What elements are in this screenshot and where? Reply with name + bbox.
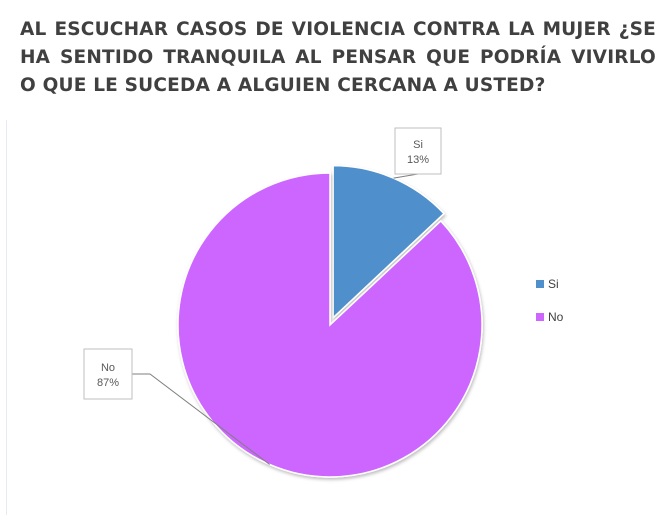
legend-label-si: Si: [548, 277, 559, 291]
data-labels: Si 13% No 87%: [83, 127, 442, 400]
legend: Si No: [536, 277, 564, 324]
legend-swatch-si: [536, 280, 544, 288]
data-label-box-si: [394, 127, 442, 175]
legend-item-no: No: [536, 310, 564, 324]
data-label-percent-si: 13%: [407, 154, 429, 166]
data-label-category-si: Si: [413, 139, 423, 151]
legend-item-si: Si: [536, 277, 559, 291]
leader-lines: [132, 173, 419, 465]
chart-area-border: [6, 120, 7, 515]
legend-label-no: No: [548, 310, 564, 324]
data-label-category-no: No: [101, 362, 115, 374]
chart-title: AL ESCUCHAR CASOS DE VIOLENCIA CONTRA LA…: [20, 19, 656, 96]
legend-swatch-no: [536, 313, 544, 321]
leader-line-no: [132, 373, 270, 465]
data-label-no: No 87%: [83, 348, 133, 400]
data-label-percent-no: 87%: [97, 377, 119, 389]
pie-slice-si: [332, 164, 446, 320]
data-label-si: Si 13%: [394, 127, 442, 175]
data-label-box-no: [83, 348, 133, 400]
leader-line-si: [393, 173, 419, 179]
